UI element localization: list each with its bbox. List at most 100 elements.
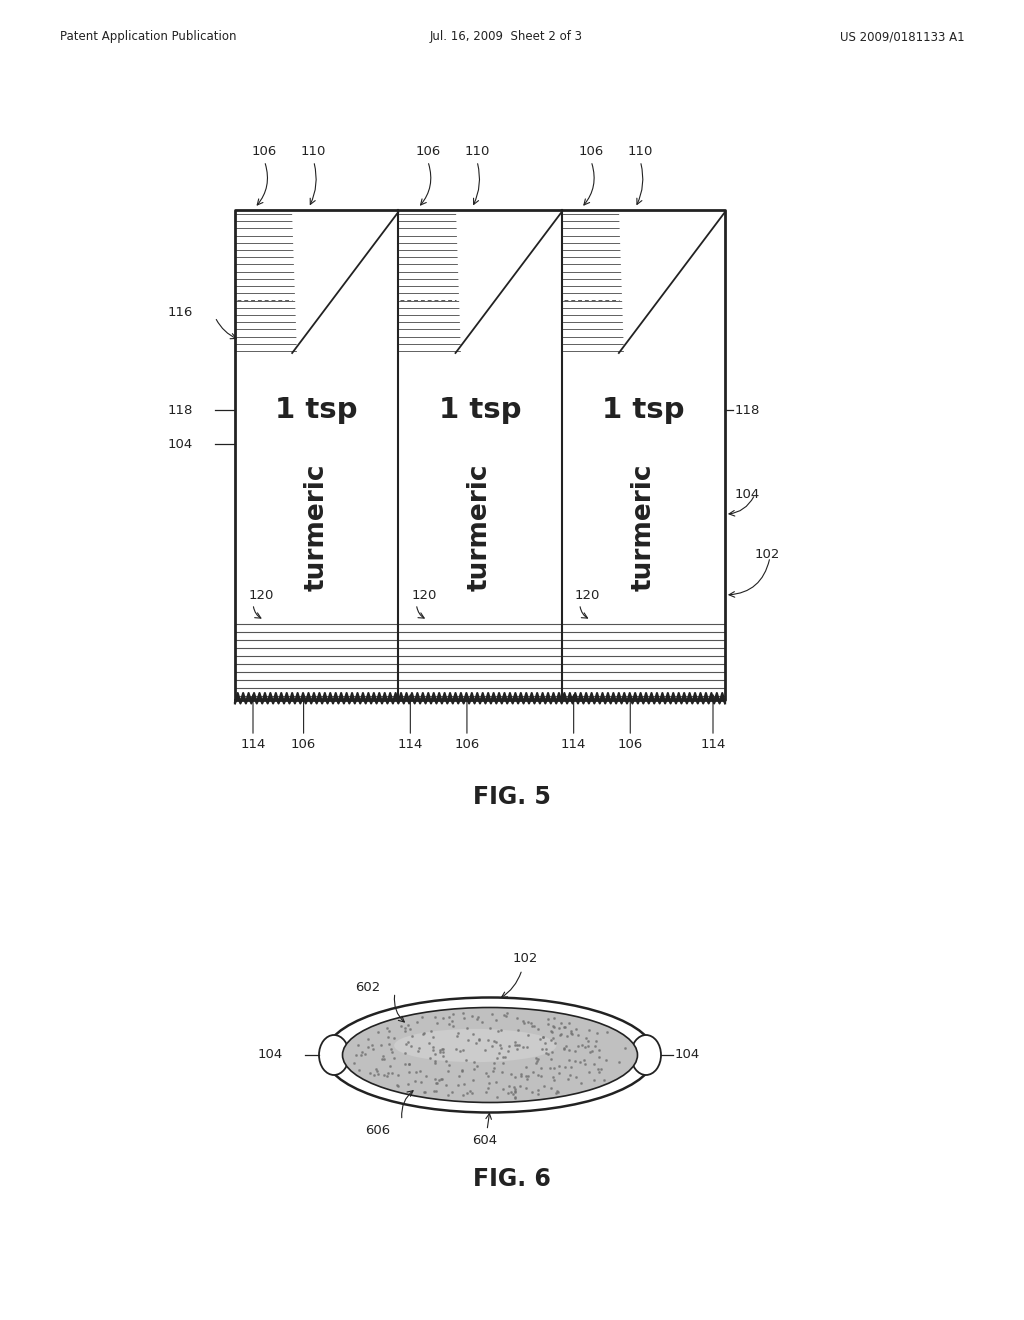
Point (396, 1018, 413, 1039)
Point (567, 1018, 584, 1039)
Text: 120: 120 (412, 589, 437, 602)
Point (507, 1086, 523, 1107)
Point (501, 1036, 517, 1057)
Point (425, 1027, 441, 1048)
Text: 118: 118 (735, 404, 761, 417)
Point (396, 1053, 413, 1074)
Point (530, 1065, 547, 1086)
Point (551, 1063, 567, 1084)
Text: 114: 114 (700, 738, 726, 751)
Point (381, 1034, 397, 1055)
Ellipse shape (342, 1007, 638, 1102)
Point (556, 1039, 572, 1060)
Point (460, 1030, 476, 1051)
Point (503, 1063, 519, 1084)
Point (545, 1027, 561, 1048)
Point (449, 1038, 465, 1059)
Text: US 2009/0181133 A1: US 2009/0181133 A1 (841, 30, 965, 44)
Point (353, 1041, 370, 1063)
Point (412, 1038, 428, 1059)
Point (462, 1081, 478, 1102)
Text: 106: 106 (291, 738, 316, 751)
Point (499, 1002, 515, 1023)
Point (484, 1035, 501, 1056)
Point (427, 1007, 443, 1028)
Point (581, 1061, 597, 1082)
Point (531, 1028, 548, 1049)
Polygon shape (292, 210, 398, 355)
Point (523, 1081, 540, 1102)
Point (569, 1024, 586, 1045)
Point (564, 1024, 581, 1045)
Point (383, 1038, 399, 1059)
Point (520, 1065, 537, 1086)
Text: 106: 106 (252, 145, 278, 158)
Point (397, 1043, 414, 1064)
Point (543, 1020, 559, 1041)
Point (580, 1036, 596, 1057)
Point (578, 1027, 594, 1048)
Text: 104: 104 (258, 1048, 283, 1061)
Point (577, 1036, 593, 1057)
Point (511, 1035, 527, 1056)
Point (507, 1035, 523, 1056)
Point (456, 1073, 472, 1094)
Point (522, 1012, 539, 1034)
Point (428, 1073, 444, 1094)
Point (361, 1063, 378, 1084)
Point (423, 1020, 439, 1041)
Bar (234, 210, 398, 355)
Point (445, 1005, 462, 1026)
Point (490, 1043, 507, 1064)
Point (386, 1027, 402, 1048)
Point (443, 1011, 460, 1032)
Point (452, 1040, 468, 1061)
Point (480, 1065, 497, 1086)
Point (397, 1020, 414, 1041)
Point (509, 1007, 525, 1028)
Point (359, 1028, 376, 1049)
Text: 114: 114 (241, 738, 265, 751)
Point (515, 1011, 531, 1032)
Point (427, 1069, 443, 1090)
Point (353, 1044, 370, 1065)
Text: 606: 606 (365, 1125, 390, 1138)
Point (365, 1039, 381, 1060)
Text: 102: 102 (512, 953, 538, 965)
Point (539, 1043, 555, 1064)
Point (528, 1051, 545, 1072)
Text: 114: 114 (397, 738, 423, 751)
Point (408, 1061, 424, 1082)
Point (545, 1020, 561, 1041)
Point (513, 1064, 529, 1085)
Point (400, 1061, 417, 1082)
Text: FIG. 5: FIG. 5 (473, 785, 551, 809)
Point (575, 1049, 592, 1071)
Text: 1 tsp: 1 tsp (275, 396, 358, 424)
Point (540, 1044, 556, 1065)
Point (570, 1035, 587, 1056)
Point (586, 1069, 602, 1090)
Point (429, 1072, 445, 1093)
Point (530, 1018, 547, 1039)
Point (598, 1049, 614, 1071)
Point (478, 1063, 495, 1084)
Point (467, 1032, 483, 1053)
Ellipse shape (394, 1028, 556, 1063)
Text: 1 tsp: 1 tsp (602, 396, 685, 424)
Point (527, 1047, 544, 1068)
Point (507, 1088, 523, 1109)
Point (400, 1053, 417, 1074)
Point (519, 1068, 536, 1089)
Text: 118: 118 (168, 404, 193, 417)
Point (596, 1069, 612, 1090)
Point (537, 1032, 553, 1053)
Text: 104: 104 (168, 438, 193, 450)
Point (526, 1015, 543, 1036)
Text: 602: 602 (354, 981, 380, 994)
Point (587, 1036, 603, 1057)
Ellipse shape (631, 1035, 662, 1074)
Bar (562, 620, 725, 700)
Point (454, 1059, 470, 1080)
Point (562, 1057, 579, 1078)
